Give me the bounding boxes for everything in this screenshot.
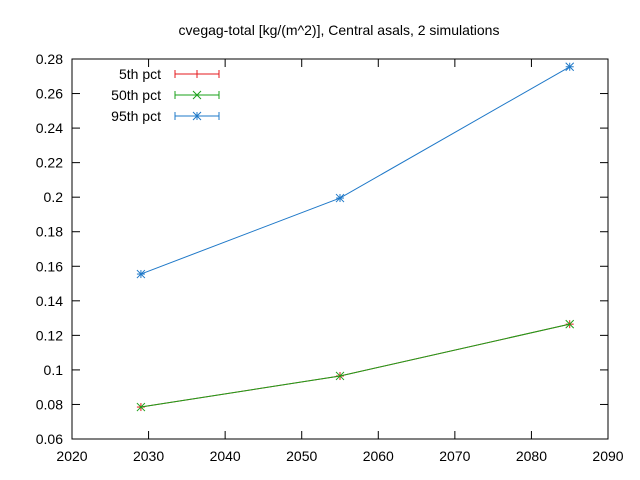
series-line-0 bbox=[140, 323, 570, 408]
chart-title: cvegag-total [kg/(m^2)], Central asals, … bbox=[179, 22, 500, 38]
legend-marker bbox=[192, 111, 202, 121]
data-point-2-1 bbox=[335, 193, 345, 203]
legend-marker bbox=[193, 70, 201, 78]
legend-marker bbox=[192, 90, 202, 100]
series-line-2 bbox=[140, 66, 570, 275]
x-tick-label: 2050 bbox=[286, 448, 317, 464]
marker-stroke bbox=[335, 371, 345, 381]
y-tick-label: 0.08 bbox=[36, 396, 63, 412]
legend-label: 5th pct bbox=[119, 66, 161, 82]
series-line-1 bbox=[140, 323, 570, 408]
marker-stroke bbox=[136, 402, 146, 412]
x-tick-label: 2060 bbox=[363, 448, 394, 464]
x-tick-label: 2020 bbox=[56, 448, 87, 464]
marker-stroke bbox=[335, 193, 345, 203]
y-tick-label: 0.22 bbox=[36, 155, 63, 171]
axis-ticks: 0.06 0.08 0.1 0.12 0.14 0.16 0.18 0.2 0.22 0.24 0.… bbox=[36, 51, 624, 464]
y-tick-label: 0.14 bbox=[36, 293, 63, 309]
y-tick-label: 0.26 bbox=[36, 86, 63, 102]
y-tick-label: 0.12 bbox=[36, 327, 63, 343]
x-tick-label: 2090 bbox=[592, 448, 623, 464]
x-tick-label: 2070 bbox=[439, 448, 470, 464]
marker-stroke bbox=[192, 111, 202, 121]
legend: 5th pct 50th pct 95th pct bbox=[111, 66, 220, 124]
marker-stroke bbox=[192, 90, 202, 100]
y-tick-label: 0.28 bbox=[36, 51, 63, 67]
legend-label: 50th pct bbox=[111, 87, 161, 103]
data-point-2-0 bbox=[136, 269, 146, 279]
x-tick-label: 2080 bbox=[516, 448, 547, 464]
marker-stroke bbox=[565, 62, 575, 72]
x-tick-label: 2030 bbox=[133, 448, 164, 464]
x-tick-label: 2040 bbox=[210, 448, 241, 464]
data-point-1-0 bbox=[136, 402, 146, 412]
y-tick-label: 0.06 bbox=[36, 431, 63, 447]
plot-frame bbox=[71, 58, 609, 440]
y-tick-label: 0.24 bbox=[36, 120, 63, 136]
legend-label: 95th pct bbox=[111, 108, 161, 124]
marker-stroke bbox=[136, 269, 146, 279]
y-tick-label: 0.1 bbox=[44, 362, 64, 378]
data-point-1-2 bbox=[565, 319, 575, 329]
y-tick-label: 0.16 bbox=[36, 258, 63, 274]
data-point-2-2 bbox=[565, 62, 575, 72]
y-tick-label: 0.2 bbox=[44, 189, 64, 205]
series-layer bbox=[136, 62, 575, 412]
data-point-1-1 bbox=[335, 371, 345, 381]
y-tick-label: 0.18 bbox=[36, 224, 63, 240]
marker-stroke bbox=[565, 319, 575, 329]
